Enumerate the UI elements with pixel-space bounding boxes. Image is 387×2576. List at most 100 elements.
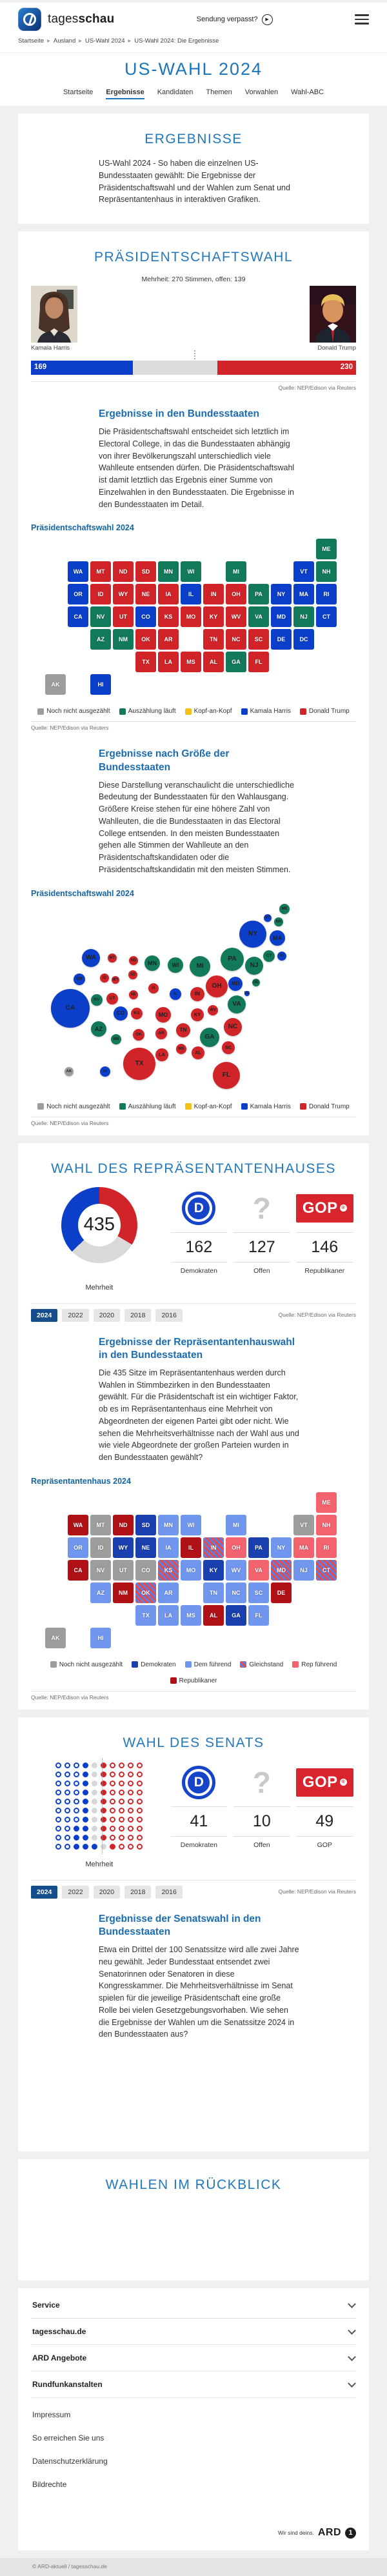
state-tile-AR[interactable]: AR (158, 1582, 179, 1603)
state-bubble-NC[interactable]: NC (224, 1017, 242, 1036)
state-tile-VA[interactable]: VA (248, 1559, 269, 1581)
state-bubble-GA[interactable]: GA (200, 1027, 219, 1047)
state-tile-WV[interactable]: WV (226, 606, 246, 628)
state-tile-KY[interactable]: KY (203, 606, 224, 628)
hamburger-menu-icon[interactable] (354, 14, 369, 25)
state-tile-MN[interactable]: MN (158, 1514, 179, 1535)
footer-link-bildrechte[interactable]: Bildrechte (32, 2480, 67, 2490)
state-tile-UT[interactable]: UT (113, 606, 134, 628)
state-tile-NM[interactable]: NM (113, 1582, 134, 1603)
state-bubble-TN[interactable]: TN (176, 1023, 190, 1037)
state-tile-NJ[interactable]: NJ (293, 606, 314, 628)
state-bubble-IA[interactable]: IA (148, 983, 159, 993)
footer-accordion-service[interactable]: Service (31, 2292, 356, 2319)
tab-themen[interactable]: Themen (206, 88, 232, 96)
state-tile-AZ[interactable]: AZ (90, 1582, 111, 1603)
state-bubble-DC[interactable]: DC (244, 990, 250, 996)
state-bubble-WY[interactable]: WY (112, 975, 119, 984)
state-tile-SC[interactable]: SC (248, 1582, 269, 1603)
state-bubble-MT[interactable]: MT (108, 953, 117, 963)
state-tile-NC[interactable]: NC (226, 629, 246, 650)
brand-wordmark[interactable]: tagesschau (48, 12, 115, 26)
state-tile-MN[interactable]: MN (158, 561, 179, 583)
state-bubble-ME[interactable]: ME (279, 903, 290, 914)
breadcrumb-item-4[interactable]: US-Wahl 2024: Die Ergebnisse (134, 37, 219, 45)
state-bubble-IN[interactable]: IN (190, 986, 204, 1001)
state-bubble-WV[interactable]: WV (208, 1004, 218, 1015)
state-tile-TN[interactable]: TN (203, 1582, 224, 1603)
tab-kandidaten[interactable]: Kandidaten (157, 88, 194, 96)
tab-vorwahlen[interactable]: Vorwahlen (244, 88, 279, 96)
state-bubble-CT[interactable]: CT (263, 950, 275, 962)
year-chip-2022[interactable]: 2022 (62, 1308, 89, 1322)
state-tile-LA[interactable]: LA (158, 652, 179, 673)
state-tile-WA[interactable]: WA (68, 561, 88, 583)
state-bubble-PA[interactable]: PA (221, 947, 244, 971)
year-chip-2016[interactable]: 2016 (155, 1308, 183, 1322)
state-tile-OR[interactable]: OR (68, 1537, 88, 1558)
state-bubble-KY[interactable]: KY (191, 1008, 204, 1021)
state-bubble-OH[interactable]: OH (206, 975, 228, 997)
state-bubble-NH[interactable]: NH (274, 917, 283, 926)
play-icon[interactable]: ▶ (261, 14, 273, 25)
state-tile-MA[interactable]: MA (293, 1537, 314, 1558)
state-tile-NE[interactable]: NE (135, 1537, 156, 1558)
state-tile-OR[interactable]: OR (68, 584, 88, 605)
footer-accordion-tagesschau-de[interactable]: tagesschau.de (31, 2319, 356, 2346)
tab-ergebnisse[interactable]: Ergebnisse (106, 88, 144, 99)
state-tile-CA[interactable]: CA (68, 606, 88, 628)
state-bubble-MS[interactable]: MS (176, 1043, 186, 1054)
state-bubble-NV[interactable]: NV (91, 993, 103, 1006)
state-bubble-OK[interactable]: OK (133, 1028, 144, 1041)
state-tile-NJ[interactable]: NJ (293, 1559, 314, 1581)
state-tile-OK[interactable]: OK (135, 1582, 156, 1603)
state-tile-NY[interactable]: NY (271, 1537, 292, 1558)
state-tile-IA[interactable]: IA (158, 584, 179, 605)
state-bubble-WA[interactable]: WA (82, 948, 100, 967)
state-tile-CO[interactable]: CO (135, 1559, 156, 1581)
state-tile-ME[interactable]: ME (316, 539, 337, 560)
state-tile-SD[interactable]: SD (135, 561, 156, 583)
state-bubble-SC[interactable]: SC (222, 1041, 235, 1054)
state-bubble-NY[interactable]: NY (239, 920, 266, 948)
state-tile-WI[interactable]: WI (181, 1514, 201, 1535)
state-tile-MO[interactable]: MO (181, 606, 201, 628)
breadcrumb-item-3[interactable]: US-Wahl 2024 (85, 37, 125, 45)
state-bubble-AZ[interactable]: AZ (91, 1021, 106, 1037)
state-tile-GA[interactable]: GA (226, 1604, 246, 1626)
footer-accordion-ard-angebote[interactable]: ARD Angebote (31, 2345, 356, 2372)
state-bubble-NE[interactable]: NE (129, 990, 138, 999)
state-tile-OK[interactable]: OK (135, 629, 156, 650)
year-chip-2018[interactable]: 2018 (124, 1885, 152, 1899)
state-bubble-ND[interactable]: ND (129, 955, 138, 965)
state-tile-IA[interactable]: IA (158, 1537, 179, 1558)
state-bubble-AL[interactable]: AL (192, 1046, 204, 1059)
state-tile-KS[interactable]: KS (158, 1559, 179, 1581)
state-bubble-TX[interactable]: TX (123, 1047, 155, 1080)
state-bubble-VA[interactable]: VA (228, 995, 246, 1013)
state-tile-DC[interactable]: DC (293, 629, 314, 650)
state-bubble-AK[interactable]: AK (64, 1066, 74, 1076)
missed-show-link[interactable]: Sendung verpasst? ▶ (197, 14, 273, 25)
state-tile-NV[interactable]: NV (90, 606, 111, 628)
year-chip-2024[interactable]: 2024 (31, 1308, 58, 1322)
state-bubble-MN[interactable]: MN (144, 955, 160, 971)
state-tile-MI[interactable]: MI (226, 1514, 246, 1535)
state-tile-NC[interactable]: NC (226, 1582, 246, 1603)
year-chip-2016[interactable]: 2016 (155, 1885, 183, 1899)
state-tile-MA[interactable]: MA (293, 584, 314, 605)
state-tile-LA[interactable]: LA (158, 1604, 179, 1626)
state-bubble-FL[interactable]: FL (213, 1061, 240, 1089)
state-tile-VT[interactable]: VT (293, 561, 314, 583)
state-tile-MT[interactable]: MT (90, 561, 111, 583)
state-tile-HI[interactable]: HI (90, 674, 111, 695)
state-tile-AK[interactable]: AK (45, 1627, 66, 1648)
year-chip-2018[interactable]: 2018 (124, 1308, 152, 1322)
breadcrumb-item-2[interactable]: Ausland (53, 37, 76, 45)
state-tile-PA[interactable]: PA (248, 1537, 269, 1558)
state-tile-AK[interactable]: AK (45, 674, 66, 695)
state-tile-MS[interactable]: MS (181, 652, 201, 673)
state-tile-NM[interactable]: NM (113, 629, 134, 650)
state-tile-WA[interactable]: WA (68, 1514, 88, 1535)
state-tile-OH[interactable]: OH (226, 584, 246, 605)
